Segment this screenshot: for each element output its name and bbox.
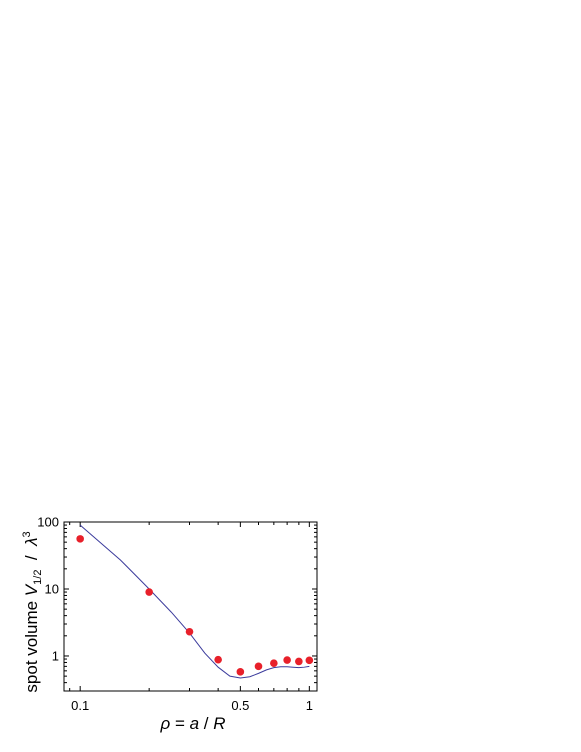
plot-border [63, 521, 318, 692]
x-tick-label: 0.5 [231, 698, 249, 713]
y-axis-sub: 1/2 [32, 570, 44, 585]
y-axis-sup: 3 [21, 531, 33, 537]
data-point [270, 659, 278, 668]
data-point [185, 627, 194, 636]
data-point [283, 656, 291, 664]
data-point [236, 668, 245, 676]
x-axis-slash: / [199, 714, 213, 733]
data-point [305, 656, 314, 665]
x-tick-label: 0.1 [71, 698, 89, 713]
data-point [76, 535, 84, 543]
y-tick-label: 100 [37, 515, 59, 530]
y-tick-label: 10 [45, 581, 59, 596]
data-point [145, 588, 153, 596]
y-axis-title: spot volume V1/2 / λ3 [21, 531, 44, 692]
y-axis-V: V [22, 583, 41, 596]
tick-labels: 0.1 0.5 1 1 10 100 [37, 515, 313, 714]
y-tick-label: 1 [52, 648, 59, 663]
x-axis-a: a [190, 714, 199, 733]
plot-frame [63, 521, 318, 692]
x-axis-R: R [213, 714, 225, 733]
y-axis-lambda: λ [22, 538, 41, 547]
data-point [214, 655, 222, 664]
x-axis-rho: ρ [159, 714, 170, 733]
data-point [295, 657, 303, 666]
y-axis-prefix: spot volume [22, 596, 41, 692]
axis-ticks [64, 521, 317, 692]
x-axis-eq: = [170, 714, 189, 733]
data-point [254, 662, 263, 671]
x-axis-title: ρ = a / R [159, 714, 225, 733]
x-tick-label: 1 [306, 698, 313, 713]
series [76, 524, 314, 679]
model-curve-line [79, 524, 310, 679]
y-axis-slash: / [22, 546, 41, 570]
